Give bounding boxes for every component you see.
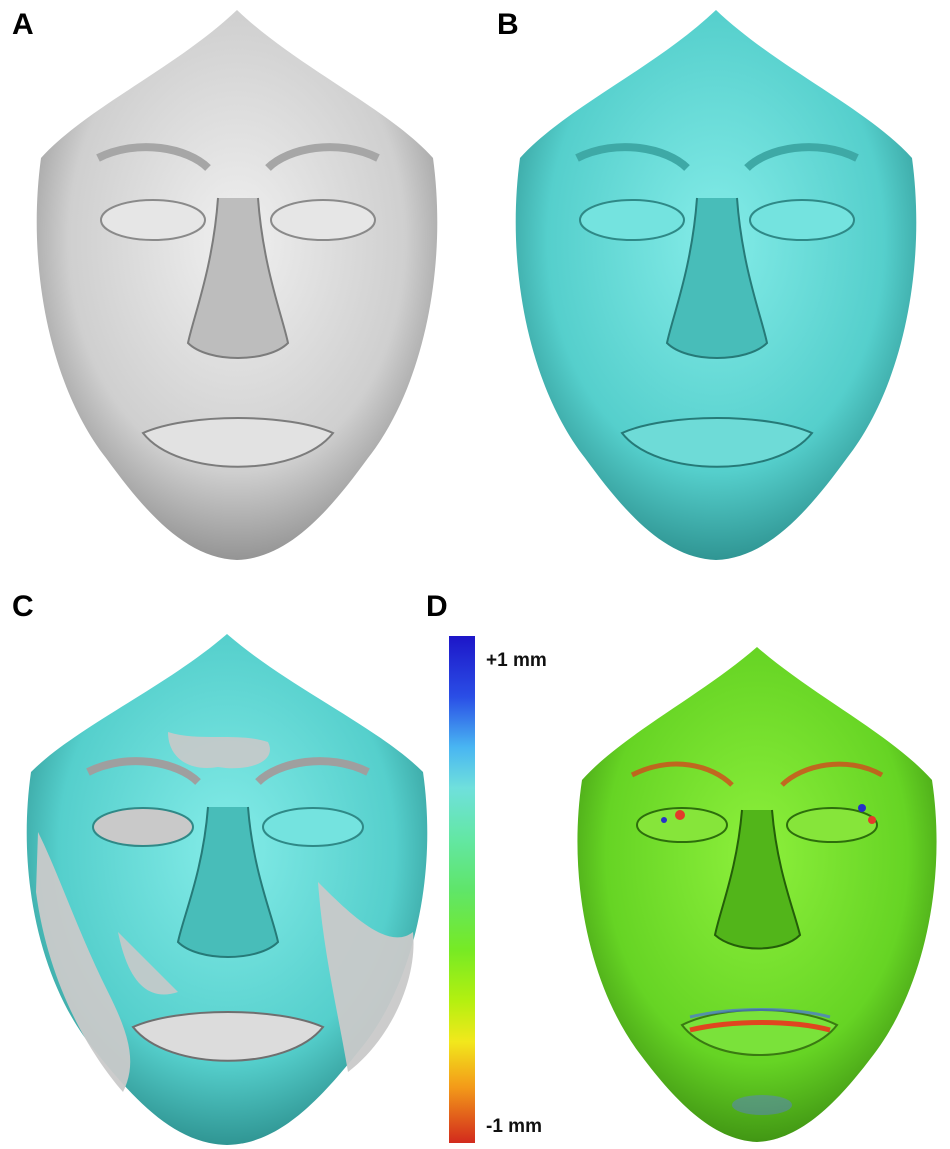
- scale-max-label: +1 mm: [486, 650, 547, 671]
- panel-label-b: B: [497, 8, 519, 41]
- face-scan-a: [36, 10, 438, 560]
- panel-label-c: C: [12, 590, 34, 623]
- panel-label-d: D: [426, 590, 448, 623]
- face-scan-b: [515, 10, 917, 560]
- color-scale-bar: [449, 636, 475, 1143]
- face-overlay-c: [26, 634, 428, 1145]
- face-deviation-map-d: [577, 647, 937, 1142]
- scale-min-label: -1 mm: [486, 1116, 542, 1137]
- panel-label-a: A: [12, 8, 34, 41]
